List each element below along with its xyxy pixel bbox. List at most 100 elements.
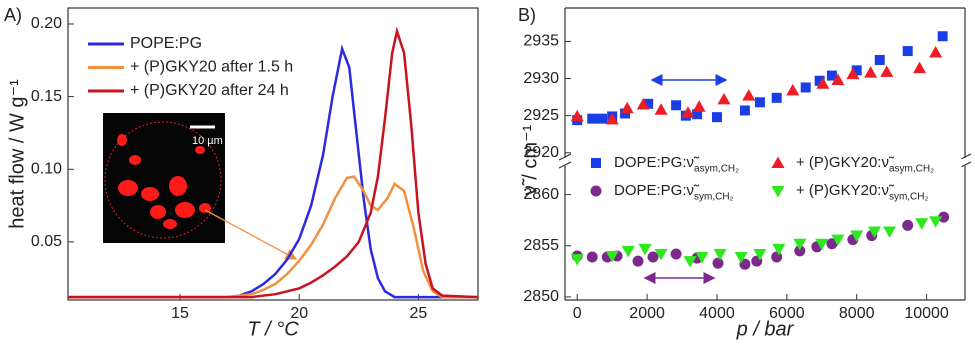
data-point	[570, 109, 584, 122]
data-point	[754, 97, 765, 108]
data-point	[739, 105, 750, 116]
legend-sublabel: asym,CH₂	[694, 164, 739, 175]
data-point	[711, 112, 722, 123]
x-tick-label: 0	[573, 305, 582, 322]
legend-label: + (P)GKY20 after 24 h	[130, 82, 289, 99]
data-point	[681, 106, 695, 118]
data-point	[586, 251, 598, 263]
data-point	[742, 89, 756, 101]
data-point	[929, 216, 943, 228]
data-point	[816, 77, 830, 89]
data-point	[883, 226, 897, 238]
data-point	[636, 98, 650, 110]
data-point	[831, 234, 845, 247]
data-point	[638, 243, 652, 256]
data-point	[620, 108, 631, 119]
data-point	[846, 67, 860, 80]
data-point	[695, 252, 709, 264]
x-tick-label: 10000	[904, 305, 949, 322]
plot-frame	[67, 7, 479, 301]
data-point	[605, 112, 619, 125]
data-point	[597, 113, 608, 124]
data-point	[794, 245, 806, 257]
y-axis-label: ν̃ / cm⁻¹	[519, 124, 541, 195]
arrow	[204, 209, 298, 260]
data-point	[831, 73, 845, 86]
y-tick-label: 0.15	[31, 88, 62, 105]
y-tick-label: 2935	[523, 33, 559, 50]
x-tick-label: 25	[410, 305, 428, 322]
data-point	[570, 254, 584, 266]
data-point	[814, 75, 825, 86]
legend-label: + (P)GKY20 after 1.5 h	[130, 59, 293, 76]
y-axis-label: heat flow / W g⁻¹	[6, 79, 28, 229]
data-point	[868, 226, 882, 238]
data-point	[771, 251, 783, 263]
scale-label: 10 µm	[192, 135, 223, 147]
x-tick-label: 15	[171, 305, 189, 322]
data-point	[851, 65, 862, 76]
x-axis-label: T / °C	[247, 318, 299, 340]
data-point	[800, 82, 811, 93]
y-tick-label: 2925	[523, 107, 559, 124]
data-point	[654, 248, 668, 261]
data-point	[913, 61, 927, 74]
x-tick-label: 20	[290, 305, 308, 322]
legend-swatch	[590, 185, 602, 197]
y-tick-label: 0.05	[31, 233, 62, 250]
data-point	[683, 256, 697, 268]
data-point	[915, 218, 929, 230]
data-point	[670, 248, 682, 260]
data-point	[712, 257, 724, 269]
legend-box	[575, 149, 962, 211]
data-point	[815, 238, 829, 251]
y-tick-label: 2855	[523, 237, 559, 254]
data-point	[753, 248, 767, 261]
x-axis-label: p / bar	[736, 318, 795, 340]
legend-label: + (P)GKY20:ν̃	[796, 182, 895, 199]
x-tick-label: 2000	[629, 305, 665, 322]
y-tick-label: 2930	[523, 70, 559, 87]
legend-label: DOPE:PG:ν̃	[614, 182, 700, 199]
data-point	[874, 54, 885, 65]
legend-sublabel: sym,CH₂	[694, 192, 734, 203]
data-point	[902, 46, 913, 57]
data-point	[605, 251, 619, 263]
data-point	[734, 252, 748, 264]
data-point	[692, 109, 703, 120]
panel-label: A)	[4, 5, 22, 25]
y-tick-label: 2850	[523, 288, 559, 305]
data-point	[632, 255, 644, 267]
y-tick-label: 0.10	[31, 160, 62, 177]
legend-swatch	[591, 158, 601, 168]
data-point	[793, 238, 807, 251]
data-line	[68, 175, 478, 299]
legend-label: + (P)GKY20:ν̃	[796, 154, 895, 171]
legend-sublabel: sym,CH₂	[889, 192, 929, 203]
x-tick-label: 8000	[839, 305, 875, 322]
data-point	[713, 248, 727, 261]
data-point	[938, 211, 950, 223]
data-point	[880, 65, 894, 77]
data-point	[826, 70, 837, 81]
data-point	[620, 101, 634, 114]
data-point	[647, 251, 659, 263]
data-point	[786, 83, 800, 96]
y-tick-label: 2860	[523, 186, 559, 203]
data-point	[643, 98, 654, 109]
data-point	[771, 92, 782, 103]
data-point	[671, 100, 682, 111]
panel-label: B)	[518, 5, 536, 25]
legend-label: DOPE:PG:ν̃	[614, 154, 700, 171]
data-line	[68, 44, 478, 299]
data-point	[654, 103, 668, 115]
legend-label: POPE:PG	[130, 35, 202, 52]
inset-image	[103, 113, 225, 243]
x-tick-label: 6000	[769, 305, 805, 322]
data-point	[692, 100, 706, 112]
data-point	[587, 113, 598, 124]
legend-swatch	[771, 186, 785, 198]
legend-swatch	[771, 156, 785, 168]
data-point	[864, 66, 878, 78]
